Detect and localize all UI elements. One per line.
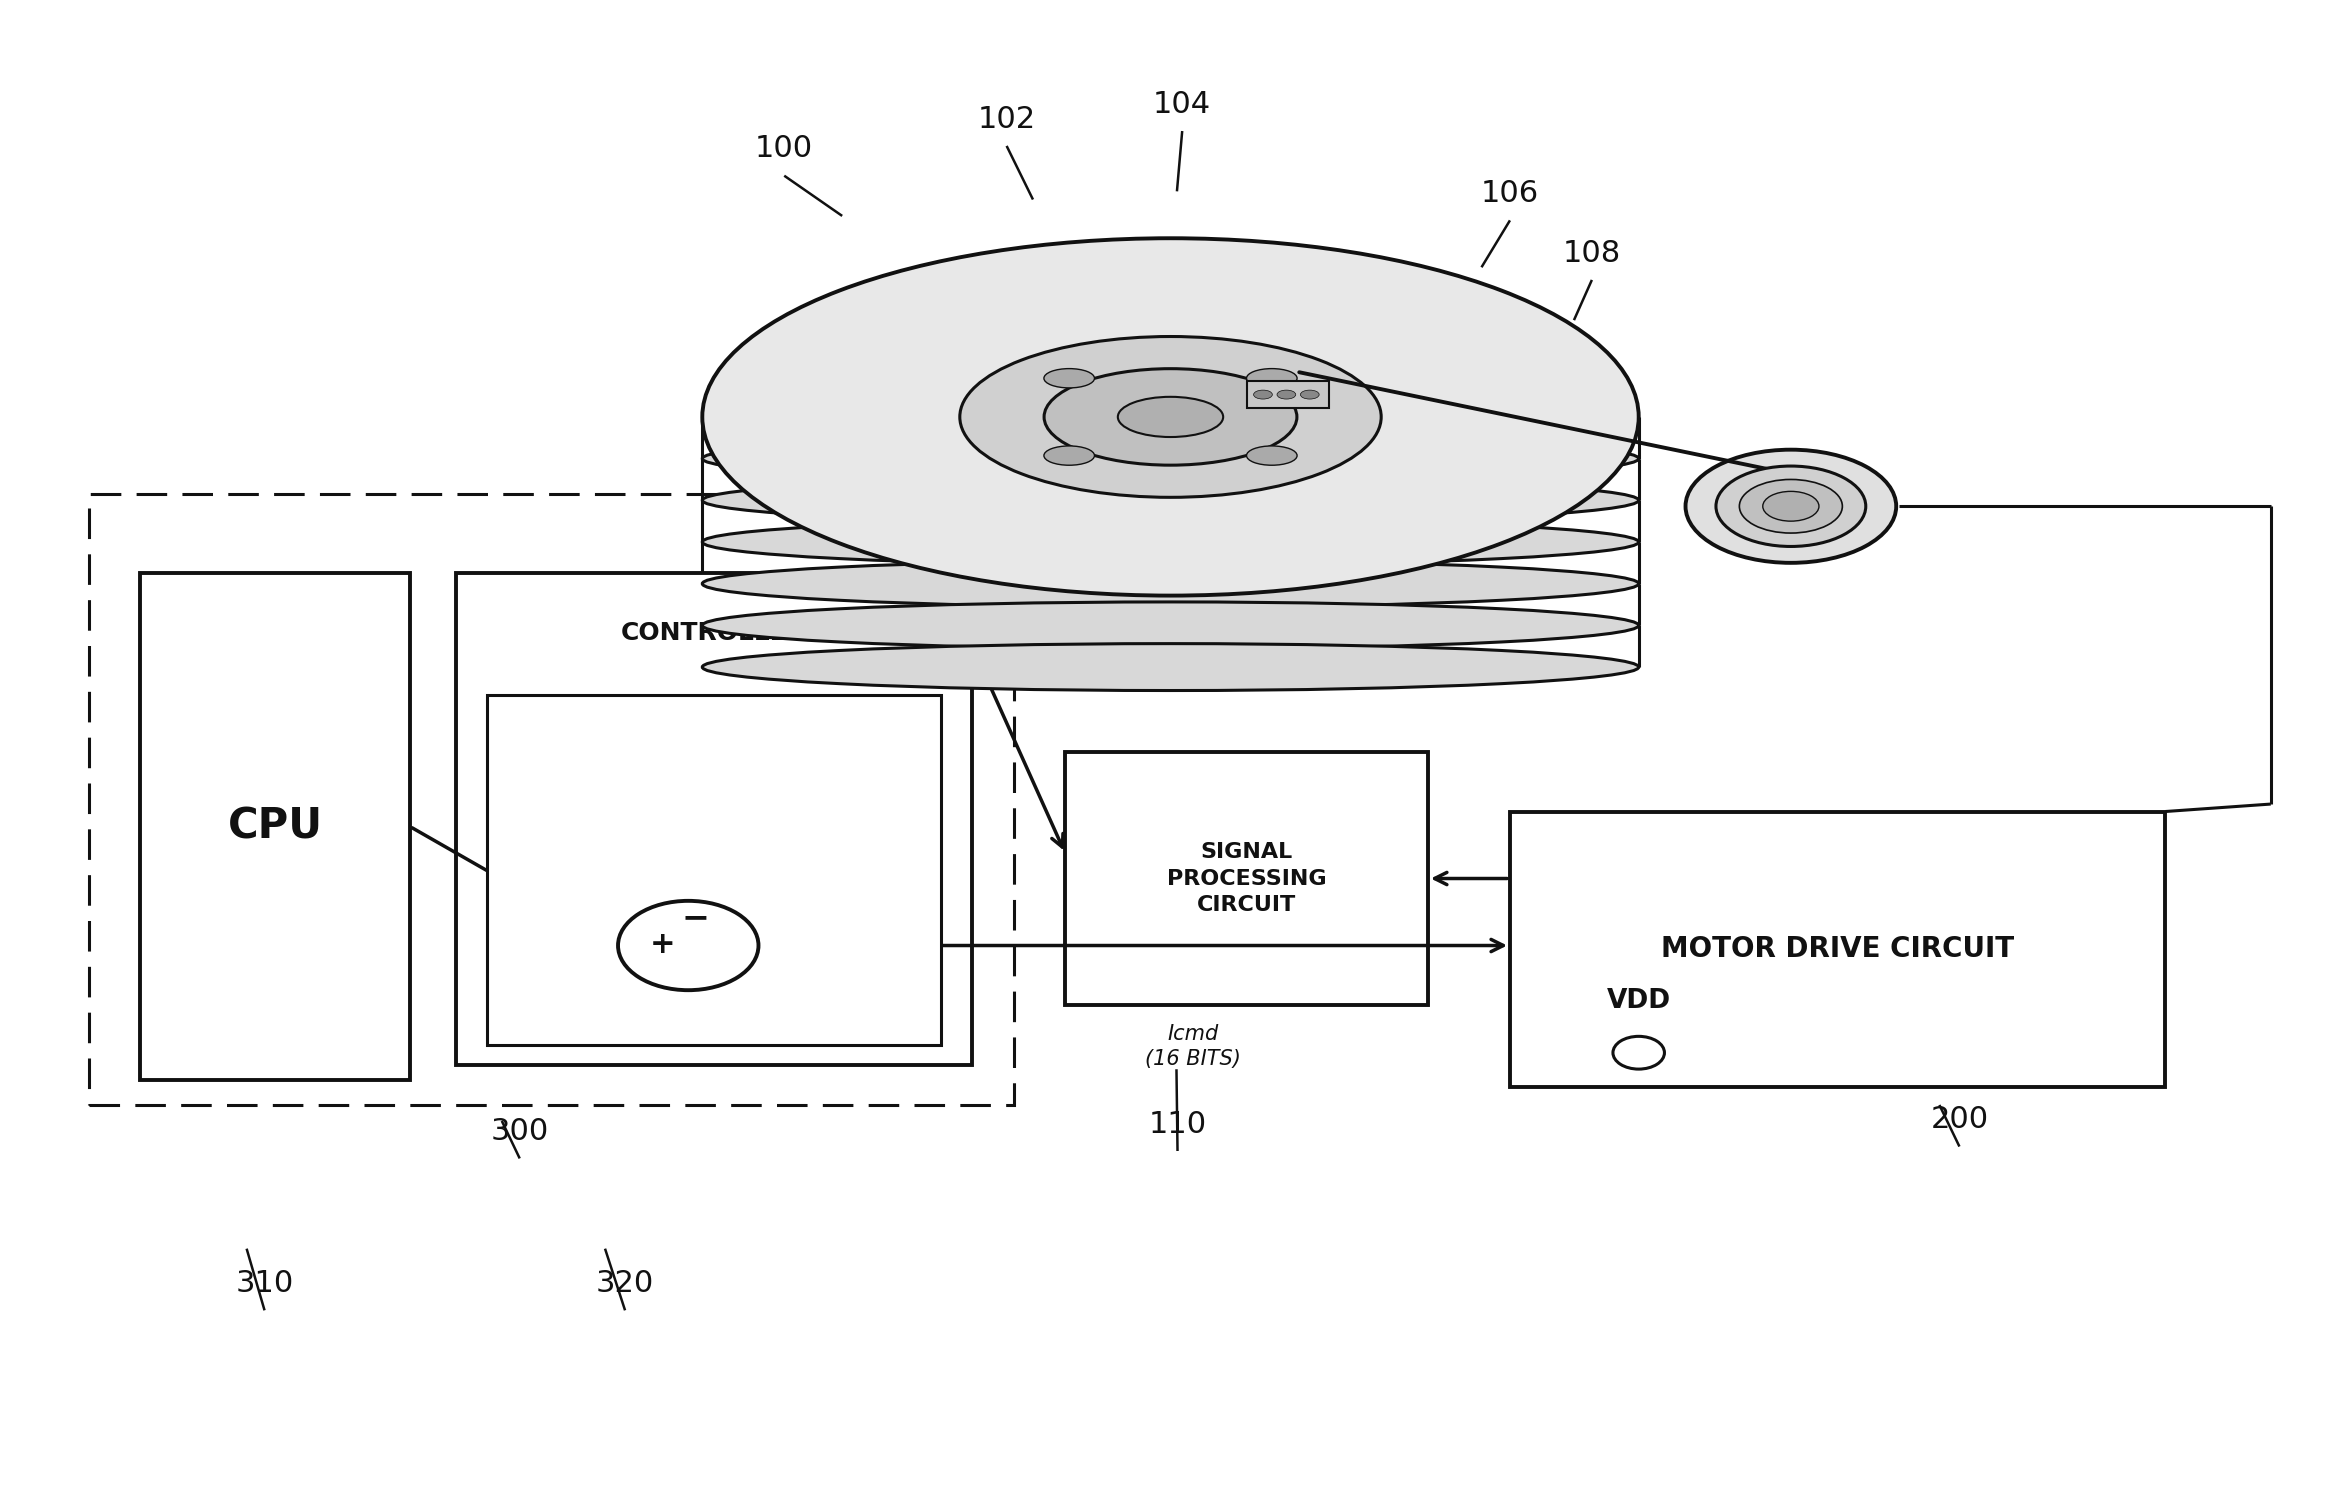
Text: 108: 108	[1564, 238, 1620, 268]
Ellipse shape	[1044, 369, 1096, 389]
Text: 100: 100	[756, 134, 812, 164]
Ellipse shape	[702, 560, 1639, 608]
Bar	[456, 573, 972, 1065]
Text: SIGNAL
PROCESSING
CIRCUIT: SIGNAL PROCESSING CIRCUIT	[1166, 843, 1327, 914]
Ellipse shape	[1278, 390, 1297, 399]
Text: 310: 310	[236, 1269, 293, 1298]
Text: 102: 102	[979, 104, 1035, 134]
Ellipse shape	[702, 435, 1639, 482]
Bar	[1510, 812, 2165, 1087]
Text: 106: 106	[1482, 179, 1538, 208]
Text: 110: 110	[1149, 1109, 1206, 1139]
Ellipse shape	[1044, 445, 1096, 465]
Ellipse shape	[1245, 369, 1297, 389]
Ellipse shape	[1255, 390, 1274, 399]
Ellipse shape	[702, 602, 1639, 649]
Ellipse shape	[960, 337, 1381, 497]
Ellipse shape	[1302, 390, 1320, 399]
Text: +: +	[651, 929, 674, 959]
Ellipse shape	[1044, 369, 1297, 465]
Ellipse shape	[1686, 450, 1896, 563]
Text: VDD: VDD	[1606, 987, 1671, 1014]
Text: 300: 300	[492, 1117, 548, 1147]
Text: −: −	[681, 901, 709, 934]
Ellipse shape	[702, 518, 1639, 566]
Circle shape	[618, 901, 758, 990]
Bar	[89, 494, 1014, 1105]
Ellipse shape	[1763, 491, 1819, 521]
Bar	[487, 695, 941, 1045]
Text: 200: 200	[1931, 1105, 1988, 1135]
Text: 320: 320	[597, 1269, 653, 1298]
Text: CONTROLLER: CONTROLLER	[620, 621, 808, 645]
Ellipse shape	[1716, 466, 1866, 546]
Text: MOTOR DRIVE CIRCUIT: MOTOR DRIVE CIRCUIT	[1662, 935, 2013, 963]
Circle shape	[1613, 1036, 1664, 1069]
Ellipse shape	[702, 476, 1639, 524]
Bar	[140, 573, 410, 1080]
Text: Icmd
(16 BITS): Icmd (16 BITS)	[1145, 1024, 1241, 1069]
Bar	[1065, 752, 1428, 1005]
Text: CPU: CPU	[227, 806, 323, 847]
Ellipse shape	[702, 643, 1639, 691]
Bar	[1248, 381, 1330, 408]
Ellipse shape	[1119, 398, 1222, 438]
Ellipse shape	[1739, 479, 1842, 533]
Ellipse shape	[1245, 445, 1297, 465]
Ellipse shape	[702, 238, 1639, 596]
Text: 104: 104	[1154, 89, 1210, 119]
